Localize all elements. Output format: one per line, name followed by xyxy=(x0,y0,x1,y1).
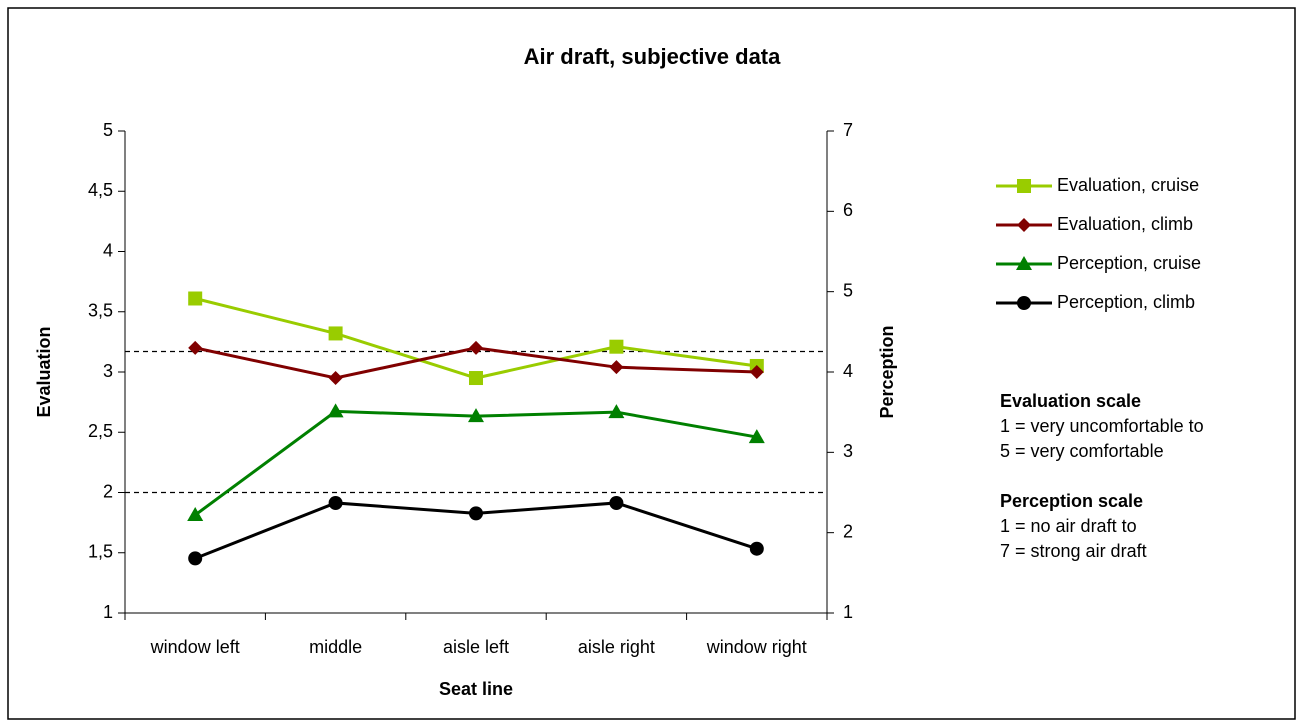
chart-border xyxy=(7,7,1296,720)
legend-label: Perception, cruise xyxy=(1057,253,1201,273)
y2-tick-label: 1 xyxy=(843,602,853,622)
data-point xyxy=(328,371,343,386)
y2-tick-label: 4 xyxy=(843,361,853,381)
y-tick-label: 5 xyxy=(103,120,113,140)
legend-label: Evaluation, climb xyxy=(1057,214,1193,234)
data-point xyxy=(188,340,203,355)
data-point xyxy=(327,403,344,418)
x-tick-label: aisle left xyxy=(443,637,509,657)
data-point xyxy=(469,340,483,355)
data-point xyxy=(328,326,343,341)
data-point xyxy=(187,506,204,521)
y2-tick-label: 3 xyxy=(843,441,853,461)
legend-marker xyxy=(1016,256,1032,270)
legend-marker xyxy=(1017,296,1031,310)
y-tick-label: 2 xyxy=(103,481,113,501)
y-tick-label: 1 xyxy=(103,602,113,622)
data-point xyxy=(188,291,203,306)
data-point xyxy=(609,339,624,354)
y-tick-label: 1,5 xyxy=(88,542,113,562)
x-tick-label: window left xyxy=(150,637,240,657)
data-point xyxy=(468,408,484,423)
y2-tick-label: 7 xyxy=(843,120,853,140)
data-point xyxy=(608,404,625,419)
y-tick-label: 2,5 xyxy=(88,421,113,441)
y2-tick-label: 5 xyxy=(843,280,853,300)
data-point xyxy=(188,551,203,566)
annotation-line: 1 = very uncomfortable to xyxy=(1000,416,1204,436)
legend-label: Perception, climb xyxy=(1057,292,1195,312)
x-tick-label: window right xyxy=(706,637,807,657)
x-tick-label: aisle right xyxy=(578,637,655,657)
data-point xyxy=(609,360,624,375)
data-point xyxy=(469,506,483,521)
y-tick-label: 4 xyxy=(103,240,113,260)
y2-axis-label: Perception xyxy=(877,325,897,418)
y2-tick-label: 2 xyxy=(843,521,853,541)
data-point xyxy=(609,495,624,510)
annotation-line: 7 = strong air draft xyxy=(1000,541,1147,561)
data-point xyxy=(749,365,764,379)
y-tick-label: 3 xyxy=(103,361,113,381)
y2-tick-label: 6 xyxy=(843,200,853,220)
annotation-title: Perception scale xyxy=(1000,491,1143,511)
data-point xyxy=(749,541,764,556)
legend-marker xyxy=(1017,218,1031,232)
annotation-title: Evaluation scale xyxy=(1000,391,1141,411)
chart-title: Air draft, subjective data xyxy=(524,44,782,69)
data-point xyxy=(328,495,343,510)
annotation-line: 1 = no air draft to xyxy=(1000,516,1137,536)
legend-marker xyxy=(1017,179,1031,193)
x-axis-label: Seat line xyxy=(439,679,513,699)
y-tick-label: 3,5 xyxy=(88,301,113,321)
y-axis-label: Evaluation xyxy=(34,326,54,417)
y-tick-label: 4,5 xyxy=(88,180,113,200)
legend-label: Evaluation, cruise xyxy=(1057,175,1199,195)
data-point xyxy=(469,371,483,386)
data-point xyxy=(748,429,765,444)
annotation-line: 5 = very comfortable xyxy=(1000,441,1164,461)
x-tick-label: middle xyxy=(309,637,362,657)
